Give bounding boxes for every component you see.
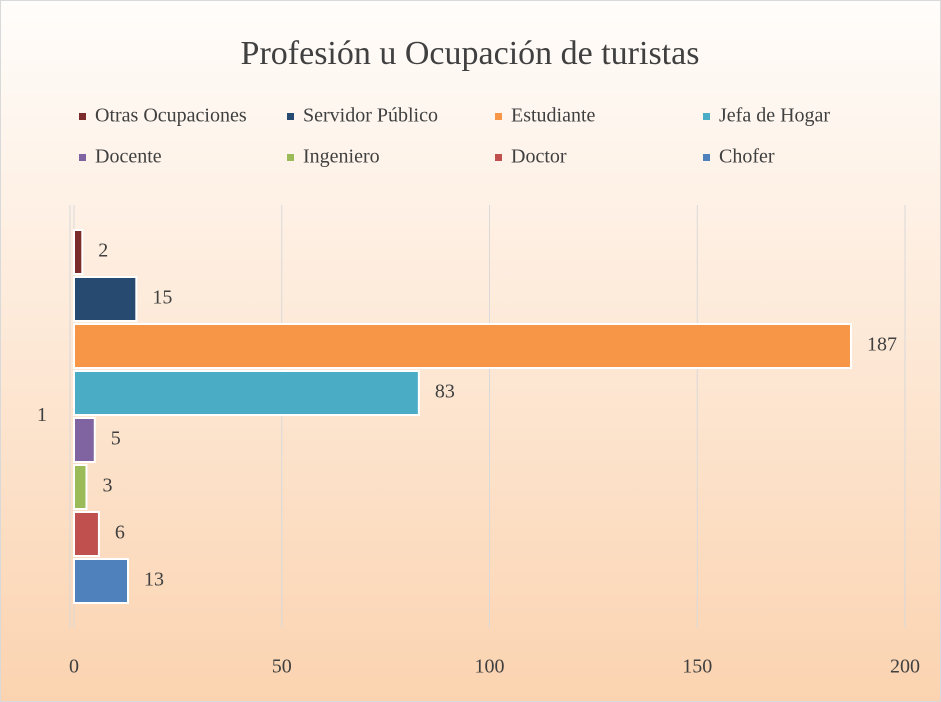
legend-marker: [287, 113, 294, 120]
legend-marker: [495, 113, 502, 120]
data-label: 3: [102, 475, 112, 497]
data-label: 6: [115, 522, 125, 544]
chart-title: Profesión u Ocupación de turistas: [241, 35, 700, 72]
legend-marker: [703, 154, 710, 161]
legend-label: Chofer: [719, 146, 775, 168]
bar: [73, 464, 88, 510]
bar: [73, 511, 100, 557]
data-label: 15: [152, 287, 172, 309]
x-tick-label: 50: [272, 656, 292, 678]
data-label: 83: [435, 381, 455, 403]
legend-label: Doctor: [511, 146, 567, 168]
data-label: 5: [111, 428, 121, 450]
x-tick-label: 100: [475, 656, 505, 678]
legend-marker: [495, 154, 502, 161]
legend-marker: [703, 113, 710, 120]
x-tick-label: 0: [69, 656, 79, 678]
y-tick-label: 1: [37, 404, 47, 426]
bar: [73, 558, 130, 604]
legend-label: Ingeniero: [303, 146, 380, 168]
data-label: 13: [144, 569, 164, 591]
legend-label: Docente: [95, 146, 162, 168]
bar: [73, 370, 420, 416]
legend-label: Otras Ocupaciones: [95, 105, 247, 127]
bar: [73, 417, 96, 463]
x-tick-label: 200: [890, 656, 920, 678]
legend-marker: [79, 154, 86, 161]
legend-label: Jefa de Hogar: [719, 105, 830, 127]
bar: [73, 229, 84, 275]
legend-label: Servidor Público: [303, 105, 438, 127]
bar: [73, 276, 138, 322]
x-tick-label: 150: [682, 656, 712, 678]
data-label: 2: [98, 240, 108, 262]
legend-label: Estudiante: [511, 105, 596, 127]
bar: [73, 323, 852, 369]
legend-marker: [79, 113, 86, 120]
data-label: 187: [867, 334, 897, 356]
legend-marker: [287, 154, 294, 161]
